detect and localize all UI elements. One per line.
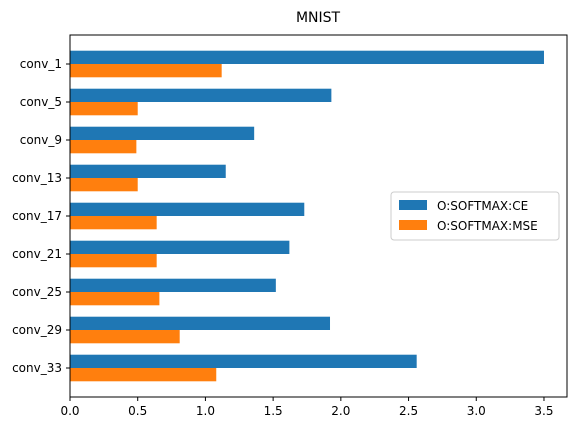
y-tick-label: conv_21 <box>12 247 62 261</box>
axes-layer: conv_1 conv_5 conv_9 conv_13 conv_17 conv_21c… <box>12 34 568 418</box>
y-tick-label: conv_33 <box>12 361 62 375</box>
legend-swatch <box>399 220 427 230</box>
bar-conv_17-series-1 <box>70 202 305 216</box>
bar-conv_5-series-1 <box>70 88 332 102</box>
bar-conv_25-series-1 <box>70 278 276 292</box>
x-tick-label: 2.5 <box>399 404 418 418</box>
bar-conv_33-series-1 <box>70 354 417 368</box>
legend-label: O:SOFTMAX:CE <box>437 199 528 213</box>
x-tick-label: 1.5 <box>264 404 283 418</box>
legend: O:SOFTMAX:CE O:SOFTMAX:MSE <box>390 191 560 241</box>
bar-conv_33-series-2 <box>70 368 217 382</box>
x-tick-label: 1.0 <box>196 404 215 418</box>
legend-label: O:SOFTMAX:MSE <box>437 219 538 233</box>
legend-swatch <box>399 200 427 210</box>
x-tick-label: 0.5 <box>128 404 147 418</box>
y-tick-label: conv_5 <box>20 95 62 109</box>
bar-conv_21-series-1 <box>70 240 290 254</box>
bar-conv_1-series-2 <box>70 64 222 78</box>
bar-conv_13-series-2 <box>70 178 138 192</box>
x-tick-label: 3.0 <box>467 404 486 418</box>
bar-conv_5-series-2 <box>70 102 138 116</box>
chart-title: MNIST <box>296 10 341 26</box>
y-tick-label: conv_25 <box>12 285 62 299</box>
x-tick-label: 3.5 <box>534 404 553 418</box>
y-tick-label: conv_9 <box>20 133 62 147</box>
legend-box <box>390 191 560 241</box>
y-tick-label: conv_17 <box>12 209 62 223</box>
bar-conv_9-series-2 <box>70 140 137 154</box>
bar-conv_13-series-1 <box>70 164 226 178</box>
x-tick-label: 0.0 <box>60 404 79 418</box>
bar-conv_25-series-2 <box>70 292 160 306</box>
y-tick-label: conv_29 <box>12 323 62 337</box>
x-tick-label: 2.0 <box>331 404 350 418</box>
bar-conv_1-series-1 <box>70 50 544 64</box>
bar-conv_17-series-2 <box>70 216 157 230</box>
bars-layer <box>70 50 544 382</box>
bar-conv_29-series-1 <box>70 316 331 330</box>
y-tick-label: conv_13 <box>12 171 62 185</box>
bar-conv_21-series-2 <box>70 254 157 268</box>
bar-conv_29-series-2 <box>70 330 180 344</box>
axes-frame <box>69 34 568 398</box>
bar-conv_9-series-1 <box>70 126 255 140</box>
y-tick-label: conv_1 <box>20 57 62 71</box>
